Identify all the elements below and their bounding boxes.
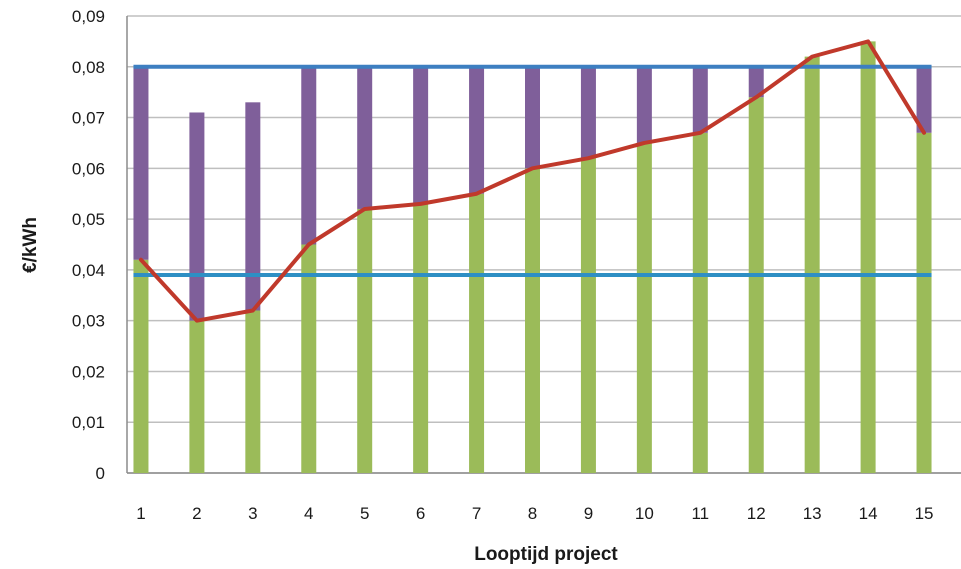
bar-lower <box>133 259 149 473</box>
bar-lower <box>469 193 485 473</box>
bar-upper <box>748 66 764 98</box>
bar-lower <box>804 56 820 473</box>
y-tick-label: 0 <box>96 464 105 483</box>
bar-upper <box>301 66 317 245</box>
x-tick-label: 4 <box>304 504 313 523</box>
x-tick-label: 11 <box>691 504 709 523</box>
bar-lower <box>357 208 373 473</box>
x-tick-label: 6 <box>416 504 425 523</box>
bar-lower <box>525 168 540 474</box>
bar-lower <box>301 244 317 473</box>
bar-upper <box>413 66 429 204</box>
bar-lower <box>860 41 876 474</box>
bar-upper <box>357 66 373 209</box>
bar-lower <box>413 203 429 473</box>
bar-lower <box>245 310 261 473</box>
x-tick-label: 13 <box>803 504 822 523</box>
y-tick-label: 0,03 <box>72 312 105 331</box>
x-tick-label: 3 <box>248 504 257 523</box>
bar-upper <box>580 66 596 159</box>
x-tick-label: 5 <box>360 504 369 523</box>
x-tick-label: 14 <box>859 504 878 523</box>
x-tick-labels: 1 2 3 4 5 6 7 8 9 10 11 12 13 14 15 <box>136 504 933 523</box>
x-tick-label: 8 <box>528 504 537 523</box>
x-tick-label: 1 <box>136 504 145 523</box>
bar-upper <box>636 66 652 143</box>
y-tick-label: 0,07 <box>72 109 105 128</box>
y-tick-label: 0,06 <box>72 159 105 178</box>
x-tick-label: 2 <box>192 504 201 523</box>
x-axis-title: Looptijd project <box>474 544 618 565</box>
bar-upper <box>692 66 708 133</box>
y-tick-labels: 0 0,01 0,02 0,03 0,04 0,05 0,06 0,07 0,08 0,09 <box>72 7 105 483</box>
bar-upper <box>916 66 932 133</box>
bar-upper <box>525 66 540 169</box>
bar-lower <box>916 132 932 474</box>
y-tick-label: 0,08 <box>72 58 105 77</box>
y-tick-label: 0,09 <box>72 7 105 26</box>
y-tick-label: 0,01 <box>72 413 105 432</box>
bars <box>133 41 932 474</box>
line-path <box>138 39 927 323</box>
bar-upper <box>133 66 149 260</box>
y-tick-label: 0,05 <box>72 210 105 229</box>
bar-lower <box>636 142 652 473</box>
x-tick-label: 15 <box>915 504 934 523</box>
x-tick-label: 10 <box>635 504 654 523</box>
x-tick-label: 9 <box>584 504 593 523</box>
bar-upper <box>469 66 485 194</box>
x-tick-label: 12 <box>747 504 766 523</box>
bar-lower <box>189 320 205 473</box>
x-tick-label: 7 <box>472 504 481 523</box>
bar-lower <box>748 97 764 473</box>
bar-upper <box>245 102 261 311</box>
bar-upper <box>189 112 205 321</box>
y-axis-title: €/kWh <box>20 217 41 273</box>
y-tick-label: 0,02 <box>72 362 105 381</box>
bar-lower <box>692 132 708 474</box>
bar-lower <box>580 158 596 473</box>
line-series <box>138 39 927 323</box>
y-tick-label: 0,04 <box>72 261 105 280</box>
